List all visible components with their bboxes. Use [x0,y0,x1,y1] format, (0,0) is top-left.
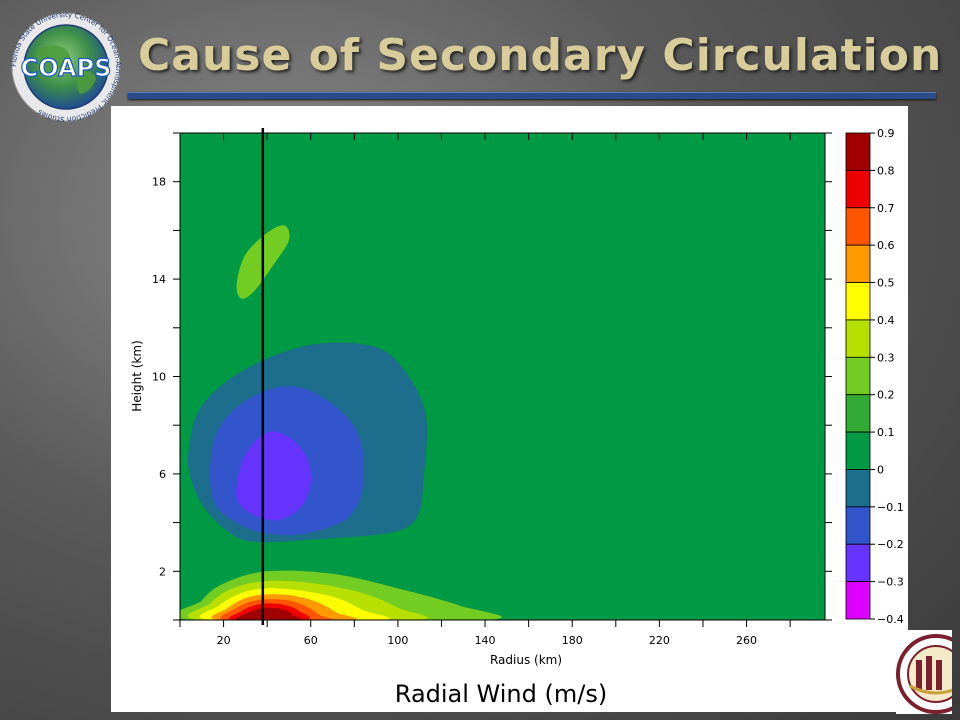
colorbar-label: 0.9 [877,127,895,140]
colorbar-swatch [845,282,871,321]
x-tick-label: 220 [649,634,670,647]
colorbar: 0.9 0.8 0.7 0.6 0.5 0.4 0.3 0.2 0.1 0 −0.1 −0.2 −0.3… [845,127,904,626]
y-tick-label: 6 [159,468,166,481]
colorbar-label: 0.5 [877,277,895,290]
colorbar-label: 0.7 [877,202,895,215]
radial-wind-chart: 20 60 100 140 180 220 260 2 6 10 14 18 Radius (km)… [130,127,904,708]
colorbar-swatch [845,581,871,620]
x-tick-label: 100 [387,634,408,647]
colorbar-swatch [845,469,871,508]
slide-title: Cause of Secondary Circulation [138,30,943,81]
colorbar-label: −0.3 [877,576,904,589]
colorbar-swatch [845,169,871,209]
x-tick-label: 260 [736,634,757,647]
colorbar-swatch [845,207,871,246]
colorbar-swatch [845,506,871,545]
colorbar-swatch [845,244,871,283]
y-tick-label: 14 [152,273,166,286]
x-tick-label: 140 [475,634,496,647]
fsu-seal [896,630,952,714]
y-tick-label: 2 [159,565,166,578]
colorbar-swatch [845,431,871,470]
colorbar-swatch [845,356,871,396]
colorbar-label: 0.2 [877,389,895,402]
colorbar-label: −0.2 [877,538,904,551]
colorbar-swatch [845,543,871,583]
coaps-logo: Florida State University Center for Ocea… [9,12,123,122]
colorbar-label: 0.6 [877,239,895,252]
x-tick-label: 180 [562,634,583,647]
x-axis-label: Radius (km) [490,653,562,667]
title-rule [128,92,936,99]
x-tick-label: 20 [217,634,231,647]
colorbar-swatch [845,394,871,433]
colorbar-label: −0.4 [877,613,904,626]
y-axis-label: Height (km) [130,340,144,411]
logo-text: COAPS [21,54,112,82]
colorbar-swatch [845,319,871,358]
colorbar-label: −0.1 [877,501,904,514]
colorbar-label: 0.4 [877,314,895,327]
colorbar-label: 0.1 [877,426,895,439]
y-tick-label: 18 [152,176,166,189]
plot-panel: 20 60 100 140 180 220 260 2 6 10 14 18 Radius (km)… [111,106,908,712]
contour-fills [180,133,825,620]
contour-region [236,431,312,521]
x-axis-ticks: 20 60 100 140 180 220 260 [179,133,791,647]
x-tick-label: 60 [304,634,318,647]
y-tick-label: 10 [152,371,166,384]
contour-region [243,612,289,620]
colorbar-label: 0 [877,463,884,476]
y-axis-ticks: 2 6 10 14 18 [152,132,832,621]
colorbar-label: 0.3 [877,351,895,364]
chart-title: Radial Wind (m/s) [395,680,607,708]
colorbar-swatch [845,132,871,171]
contour-region [180,133,212,171]
colorbar-label: 0.8 [877,164,895,177]
